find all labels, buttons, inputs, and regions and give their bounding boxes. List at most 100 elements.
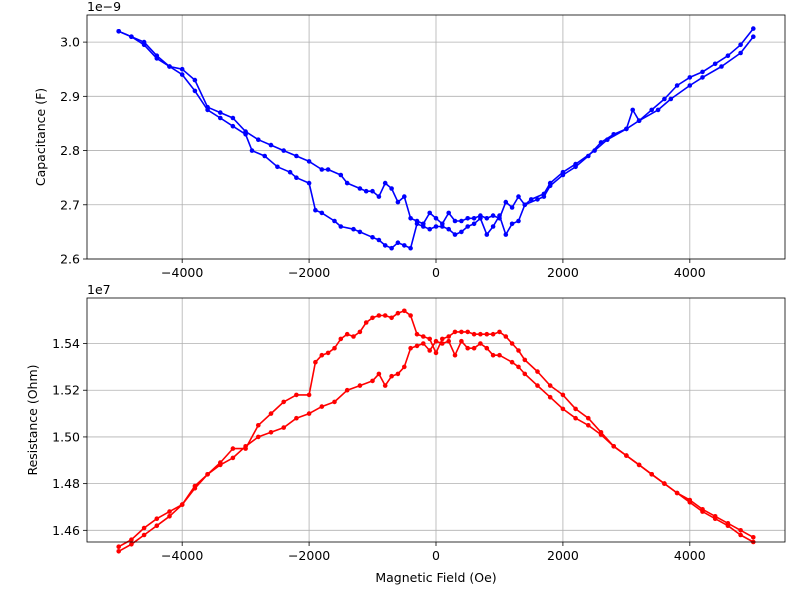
data-point [370,235,375,240]
x-tick-label: 0 [432,548,440,563]
data-point [281,399,287,405]
data-point [433,350,439,356]
data-point [319,167,325,172]
data-point [573,406,578,412]
data-point [751,535,756,540]
data-point [484,232,490,237]
y-tick-label: 1.48 [52,476,80,491]
data-point [192,483,198,489]
data-point [141,42,147,48]
chart-panel-0: −4000 −2000 0 2000 4000 2.6 2.7 2.8 2.9 3.0 1e−9 Ca… [33,0,786,280]
data-point [484,345,490,351]
data-point [179,502,185,507]
data-point [357,329,363,335]
data-point [255,137,261,142]
data-point [497,352,502,358]
data-point [446,210,452,216]
data-point [268,411,274,416]
data-point [471,331,477,337]
data-point [586,423,591,428]
x-tick-label: 4000 [674,265,706,280]
data-point [281,425,287,430]
data-point [465,345,471,351]
data-point [751,34,756,39]
data-point [262,153,268,159]
data-point [725,53,731,58]
data-point [598,432,604,437]
data-point [547,394,553,400]
y-tick-label: 2.7 [60,197,80,212]
data-point [560,172,566,178]
data-point [230,123,236,129]
data-point [471,345,477,351]
x-tick-label: 2000 [547,265,579,280]
data-point [370,315,375,321]
data-point [218,110,223,115]
data-point [338,172,344,178]
x-tick-label: 4000 [674,548,706,563]
y-tick-label: 2.8 [60,143,80,158]
data-point [687,83,693,88]
data-point [205,104,210,110]
data-point [465,224,471,229]
data-point [249,148,255,153]
x-axis-label: Magnetic Field (Oe) [375,570,496,585]
data-point [509,341,515,346]
data-point [306,392,312,398]
data-point [471,216,477,221]
data-point [382,180,388,186]
chart-panel-1: −4000 −2000 0 2000 4000 1.46 1.48 1.50 1.52 1.54 1… [25,282,786,585]
data-point [497,216,502,221]
y-tick-label: 1.46 [52,523,80,538]
data-point [446,338,452,344]
data-point [484,216,490,221]
data-point [230,446,236,451]
data-point [611,132,616,137]
data-point [535,383,540,388]
data-point [509,205,515,210]
data-point [712,61,718,67]
data-point [433,216,439,221]
data-point [344,387,350,393]
data-point [192,88,198,94]
data-point [421,334,426,339]
data-point [433,224,439,229]
data-point [465,329,471,335]
data-point [205,472,210,477]
data-point [433,338,439,344]
data-point [268,142,274,148]
data-point [725,523,731,528]
data-point [332,218,337,224]
data-point [452,329,458,335]
data-point [129,537,134,542]
data-point [624,453,629,458]
data-point [376,313,382,318]
data-point [370,188,375,194]
data-point [528,197,534,202]
data-point [351,226,356,232]
data-point [700,509,705,514]
data-point [427,336,433,342]
data-point [509,359,515,365]
data-point [243,444,248,449]
data-point [649,472,654,477]
data-point [674,490,680,496]
data-point [332,399,337,405]
data-point [459,329,464,335]
data-point [459,218,464,224]
data-point [751,26,756,31]
data-point [478,331,483,337]
data-point [389,315,394,321]
data-point [427,210,433,216]
data-point [408,313,413,318]
data-point [129,34,134,39]
data-point [357,383,363,388]
data-point [636,462,642,468]
data-point [586,153,591,159]
data-point [376,371,382,377]
data-point [560,406,566,412]
data-point [389,373,394,379]
data-point [738,532,743,538]
data-point [503,232,509,237]
data-point [395,310,401,316]
